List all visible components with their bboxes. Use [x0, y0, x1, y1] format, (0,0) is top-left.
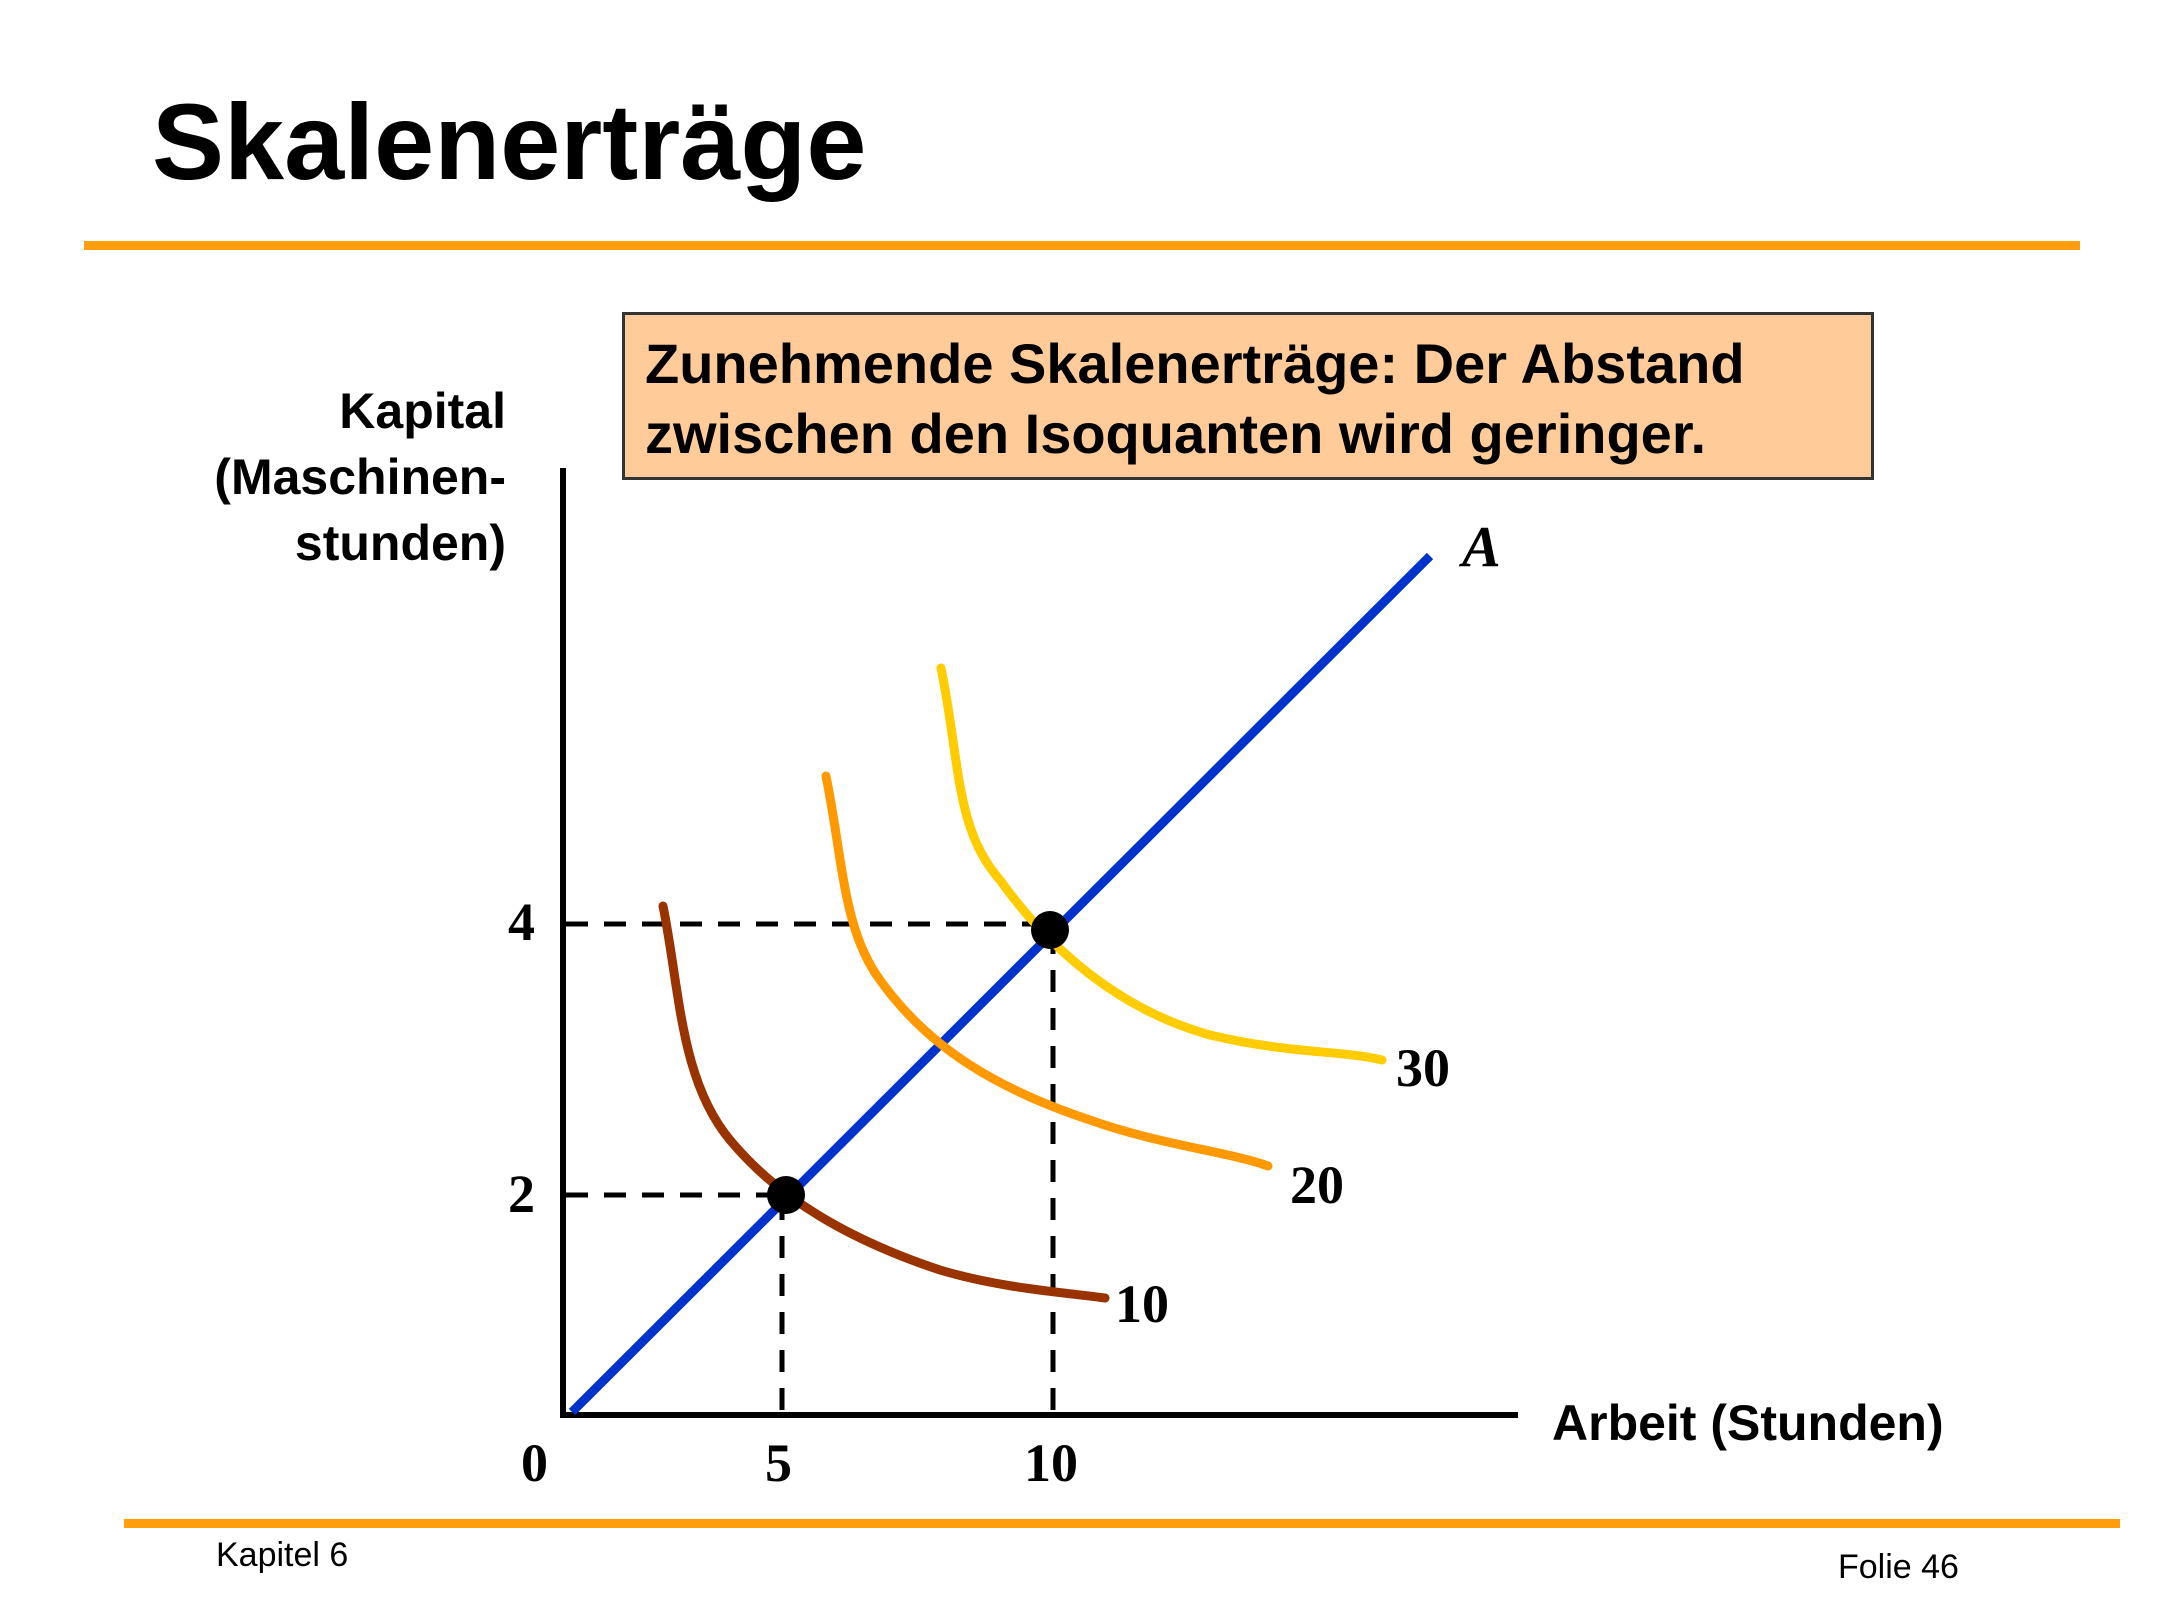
point-labor-5-capital-2 — [767, 1176, 805, 1214]
isoquant-30-curve — [936, 663, 1387, 1065]
slide-number: Folie 46 — [1838, 1548, 1959, 1586]
x-axis-label: Arbeit (Stunden) — [1552, 1395, 1944, 1451]
y-axis-label: Kapital (Maschinen- stunden) — [214, 378, 506, 576]
y-axis-label-line-1: Kapital — [339, 383, 506, 439]
isoquant-10-label: 10 — [1115, 1274, 1169, 1334]
isoquant-20-curve — [821, 771, 1273, 1171]
callout-box: Zunehmende Skalenerträge: Der Abstand zw… — [622, 312, 1874, 480]
ray-a-label: A — [1459, 514, 1501, 579]
isoquant-30-label: 30 — [1396, 1038, 1450, 1098]
point-labor-10-capital-4 — [1031, 911, 1069, 949]
footer-divider — [124, 1519, 2120, 1528]
y-axis-label-line-3: stunden) — [294, 515, 506, 571]
callout-line-2: zwischen den Isoquanten wird geringer. — [645, 402, 1707, 465]
y-tick-2: 2 — [508, 1164, 535, 1224]
callout-line-1: Zunehmende Skalenerträge: Der Abstand — [645, 332, 1745, 395]
isoquant-20-label: 20 — [1290, 1155, 1344, 1215]
x-tick-5: 5 — [765, 1433, 792, 1493]
y-tick-4: 4 — [508, 892, 535, 952]
title-divider — [84, 241, 2080, 250]
y-axis-label-line-2: (Maschinen- — [214, 449, 506, 505]
ray-a-line — [568, 552, 1434, 1416]
x-tick-10: 10 — [1024, 1433, 1078, 1493]
origin-label: 0 — [521, 1433, 548, 1493]
chapter-label: Kapitel 6 — [216, 1536, 349, 1574]
slide-title: Skalenerträge — [152, 81, 867, 202]
